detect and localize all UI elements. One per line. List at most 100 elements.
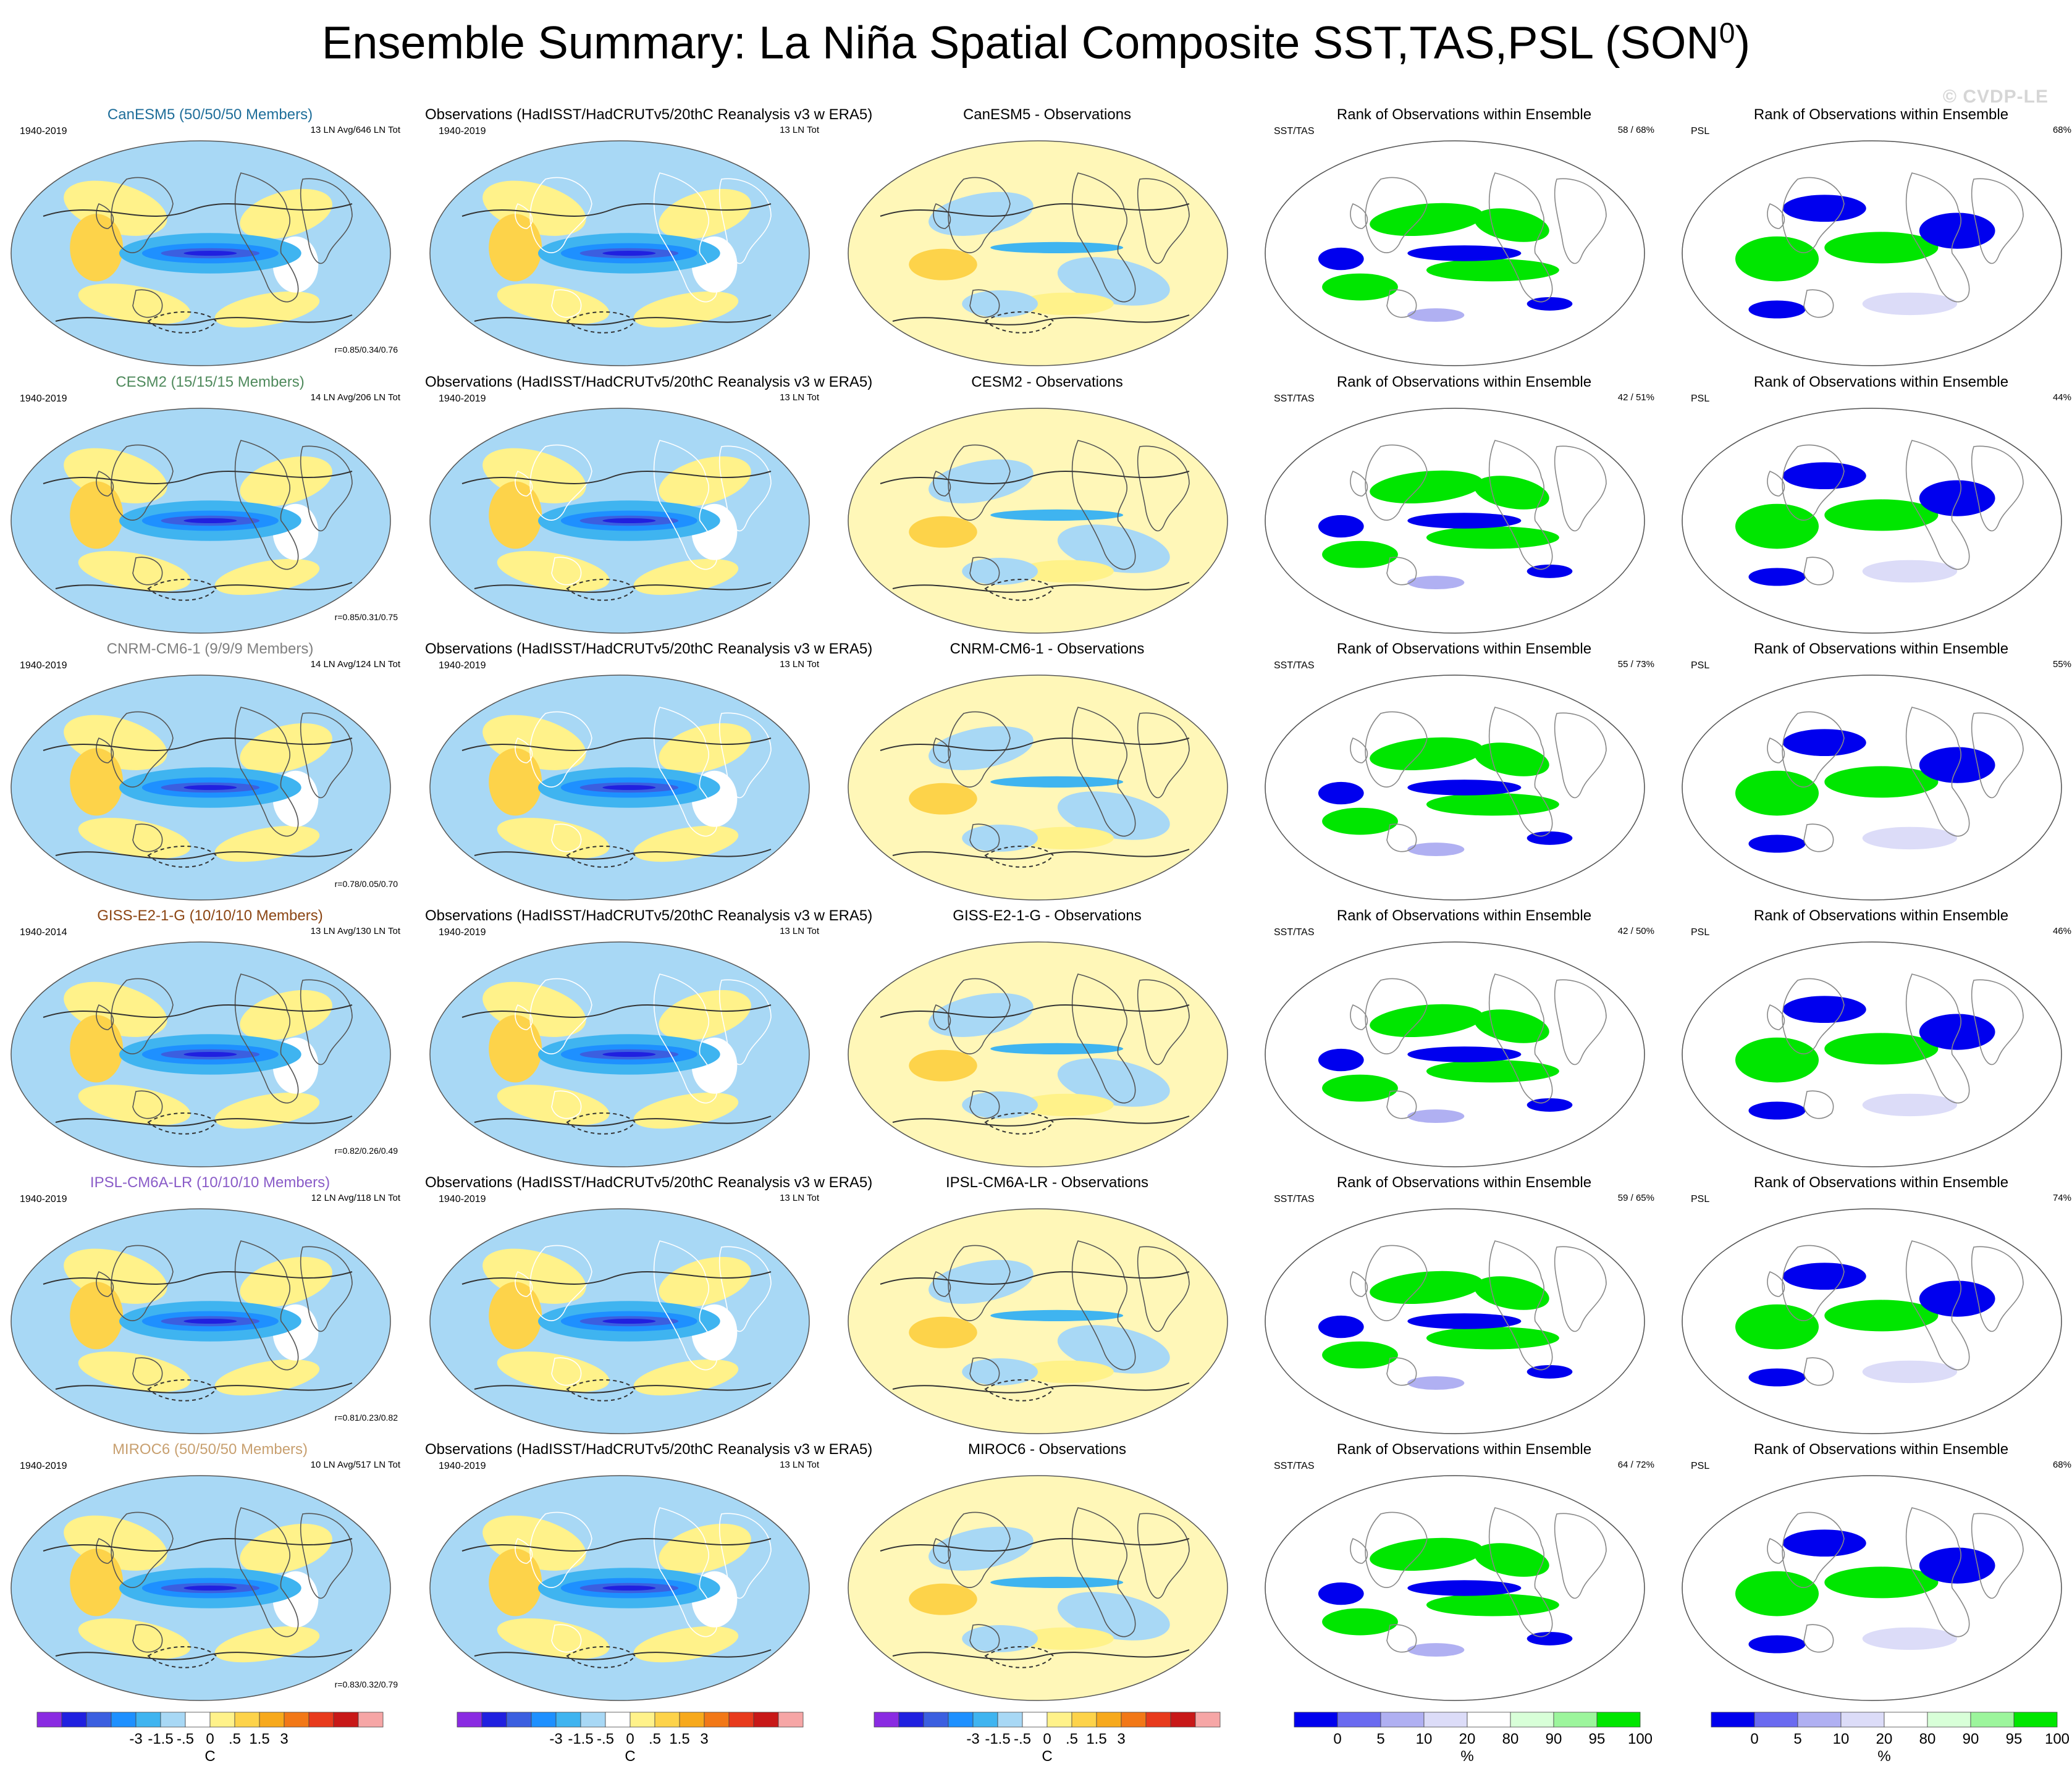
rank-patch [1322,1341,1398,1369]
colorbar-swatches [1294,1712,1641,1728]
panel-title: Observations (HadISST/HadCRUTv5/20thC Re… [425,641,873,657]
coastline [1137,979,1190,1065]
coastline [1137,1246,1190,1332]
rank-patch [1407,308,1465,322]
anomaly-patch [602,1585,656,1591]
coastline [1365,711,1428,788]
colorbar-swatch [308,1712,334,1728]
rank-patch [1370,470,1483,504]
coastline [515,1537,533,1564]
coastline [1905,172,1970,303]
rank-patch [1407,1643,1465,1657]
rank-patch [1407,1109,1465,1124]
colorbar-4: 0 5 10 20 80 90 95 100% [1282,1711,1653,1779]
panel-title: IPSL-CM6A-LR - Observations [945,1174,1149,1191]
psl-contour [984,1379,1055,1402]
anomaly-patch [183,1051,237,1057]
rank-patch [1782,1529,1866,1557]
rank-percent: 46% [2052,926,2071,936]
variable-label: PSL [1691,126,1710,137]
colorbar-ticks: -3 -1.5 -.5 0 .5 1.5 3 [25,1731,395,1749]
map-projection [1265,140,1645,366]
coastline [1350,203,1368,229]
map-outline [848,675,1228,901]
coastline [1971,178,2024,264]
map-projection [1265,1475,1645,1701]
anomaly-patch [78,551,191,592]
coastline [1767,737,1785,763]
rank-patch [1474,1543,1549,1577]
rank-patch [1782,462,1866,490]
colorbar-tick-label: -.5 [176,1731,195,1747]
coastline [1488,1507,1553,1637]
map-outline [429,1208,810,1434]
coastline [1071,707,1136,837]
psl-contour [43,471,353,484]
anomaly-patch [70,1549,124,1616]
colorbar-swatch [580,1712,606,1728]
anomaly-patch [78,1085,191,1125]
colorbar-unit: C [625,1748,636,1765]
anomaly-patch [602,1318,656,1324]
map-outline [848,140,1228,366]
coastline [653,973,718,1104]
anomaly-patch [183,250,237,256]
variable-label: SST/TAS [1274,1194,1315,1204]
event-count: 14 LN Avg/124 LN Tot [310,659,400,670]
event-count: 13 LN Avg/130 LN Tot [310,926,400,936]
colorbar-swatch [36,1712,62,1728]
anomaly-patch [659,188,751,239]
coastline [1365,978,1428,1054]
coastline [96,1271,114,1297]
rank-patch [1824,766,1939,798]
colorbar-tick-label: -.5 [596,1731,615,1747]
panel-title: CNRM-CM6-1 - Observations [950,641,1145,657]
event-count: 14 LN Avg/206 LN Tot [310,392,400,403]
panel-title: Observations (HadISST/HadCRUTv5/20thC Re… [425,1441,873,1458]
panel-model: CESM2 (15/15/15 Members) 1940-2019 14 LN A… [6,374,414,639]
map-projection [429,1475,810,1701]
panel-rank-psl: Rank of Observations within Ensemble PSL 6… [1677,1441,2072,1707]
colorbar-swatch [923,1712,949,1728]
coastline [1350,1537,1368,1564]
panel-title: Rank of Observations within Ensemble [1336,1441,1592,1458]
coastline [653,172,718,303]
psl-contour [461,1004,772,1018]
rank-patch [1407,780,1522,796]
anomaly-patch [489,1549,542,1616]
rank-patch [1322,807,1398,835]
rank-patch [1527,1631,1573,1645]
anomaly-patch [70,1015,124,1083]
rank-patch [1318,1315,1364,1339]
map-background [848,141,1228,366]
colorbar-swatch [1195,1712,1221,1728]
rank-percent: 55 / 73% [1617,659,1654,670]
map-background [848,1476,1228,1700]
rank-patch [1318,247,1364,271]
map-outline [1265,408,1645,634]
anomaly-patch [962,825,1038,852]
map-projection [429,1208,810,1434]
map-outline [429,408,810,634]
psl-contour [566,579,636,601]
rank-patch [1748,1635,1806,1654]
coastline [529,444,592,521]
colorbar-swatch [481,1712,507,1728]
colorbar-unit: C [1042,1748,1053,1765]
map-projection [1265,1208,1645,1434]
psl-contour [880,471,1190,484]
rank-percent: 55% [2052,659,2071,670]
anomaly-patch [990,776,1124,788]
coastline [1554,445,1607,532]
anomaly-patch [214,291,320,328]
colorbar-swatch [1510,1712,1554,1728]
colorbar-tick-label: 100 [1627,1731,1653,1747]
colorbar-swatch [605,1712,631,1728]
rank-patch [1748,1101,1806,1120]
anomaly-patch [602,784,656,791]
colorbar-1: -3 -1.5 -.5 0 .5 1.5 3 C [25,1711,395,1779]
colorbar-swatch [1170,1712,1196,1728]
panel-rank-sst: Rank of Observations within Ensemble SST/… [1260,1174,1668,1440]
rank-patch [1527,296,1573,311]
coastline [111,711,174,788]
